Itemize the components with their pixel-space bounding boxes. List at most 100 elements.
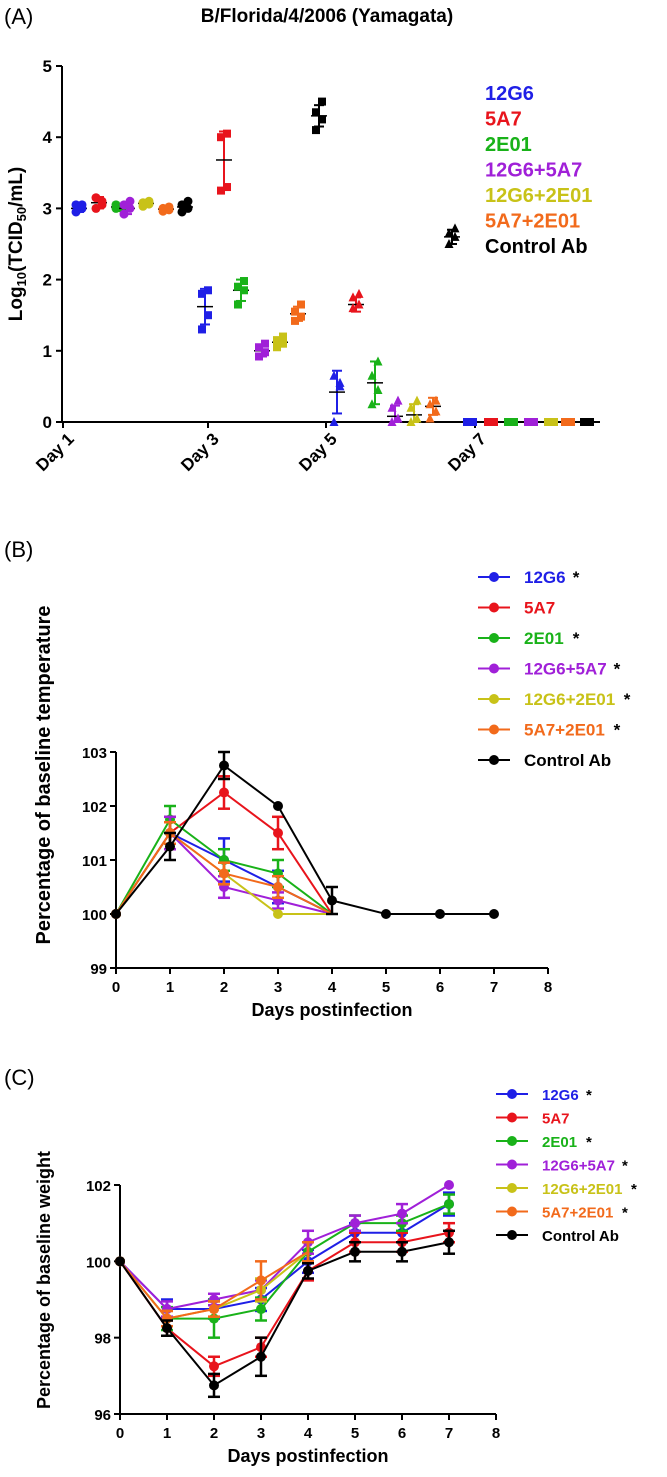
panel-b-legend-label: 12G6+5A7 [524, 660, 607, 679]
panel-a-point [97, 200, 107, 210]
panel-c-legend-significance-mark: * [622, 1158, 628, 1175]
panel-a-y-tick-label: 1 [43, 342, 52, 361]
panel-c-legend-label: 5A7+2E01 [542, 1205, 613, 1222]
panel-c-legend-item-control-ab: Control Ab [496, 1228, 619, 1245]
panel-a-group-control-ab-day-7 [579, 418, 595, 426]
panel-a-legend-12g6: 12G6 [485, 83, 534, 105]
panel-c-line-5a7 [119, 1231, 450, 1368]
panel-b-point-control-ab [327, 895, 337, 906]
panel-b-series-12g6 [111, 815, 333, 919]
panel-c-x-tick-label: 1 [163, 1425, 171, 1442]
panel-a-group-12g6-plus-2e01-day-7 [543, 418, 559, 426]
panel-a-group-12g6-plus-5a7-day-3 [254, 339, 270, 361]
panel-a-legend-control-ab: Control Ab [485, 236, 588, 258]
panel-a-point [291, 316, 299, 325]
panel-b-legend-item-12g6-plus-5a7: 12G6+5A7 * [478, 660, 621, 679]
panel-a-point [318, 115, 326, 124]
panel-a-point [444, 239, 454, 248]
panel-c-point-control-ab [303, 1265, 313, 1276]
panel-a-point [450, 231, 460, 241]
panel-a-point [450, 223, 460, 233]
panel-b-y-tick-label: 101 [82, 853, 107, 870]
panel-a-group-5a7-plus-2e01-day-1 [158, 202, 174, 216]
panel-c-legend-significance-mark: * [622, 1205, 628, 1222]
panel-a-group-12g6-day-5 [329, 369, 345, 426]
panel-b-legend-marker [489, 602, 499, 613]
panel-c-point-control-ab [397, 1246, 407, 1257]
panel-c-y-tick-label: 96 [94, 1407, 111, 1424]
panel-a-point [373, 384, 383, 394]
panel-c-series-control-ab [115, 1229, 455, 1399]
panel-a-point [261, 339, 269, 348]
panel-a-legend-12g6-plus-5a7: 12G6+5A7 [485, 160, 582, 182]
panel-b-legend-marker [489, 694, 499, 704]
panel-a-group-5a7-day-5 [348, 288, 364, 313]
panel-a-point [240, 277, 248, 286]
panel-a-group-12g6-plus-2e01-day-1 [138, 196, 154, 211]
panel-a-point [524, 418, 532, 426]
panel-c-legend-item-5a7: 5A7 [496, 1111, 570, 1128]
panel-a-point [255, 352, 263, 361]
panel-b-series-5a7-plus-2e01 [111, 820, 333, 919]
panel-c-x-label: Days postinfection [227, 1446, 388, 1466]
panel-b-legend-item-control-ab: Control Ab [478, 751, 611, 770]
panel-c-chart: 96 98 100 102 0 1 2 3 4 5 6 7 8 Days postinfection Per… [34, 1087, 637, 1466]
panel-a-point [550, 418, 558, 426]
panel-a-group-2e01-day-5 [367, 356, 383, 409]
panel-b-legend-label: 5A7 [524, 599, 555, 618]
panel-b-point-control-ab [219, 760, 229, 771]
panel-a-point [387, 402, 397, 412]
panel-c-legend-label: 2E01 [542, 1134, 577, 1151]
panel-a-point [312, 126, 320, 135]
panel-a-point [204, 286, 212, 295]
panel-b-point-control-ab [111, 909, 121, 919]
panel-b-legend-label: 12G6+2E01 [524, 690, 615, 709]
panel-a-y-tick-label: 2 [43, 271, 52, 290]
panel-c-point-control-ab [256, 1351, 266, 1362]
panel-a-point [77, 200, 87, 210]
panel-b-series-control-ab [111, 750, 499, 919]
panel-c-legend-marker [507, 1136, 517, 1146]
panel-b-point-12g6-plus-2e01 [273, 909, 283, 919]
panel-b-x-tick-label: 1 [166, 979, 174, 996]
panel-c-legend-label: 12G6 [542, 1087, 579, 1104]
panel-a-title: B/Florida/4/2006 (Yamagata) [201, 6, 453, 27]
panel-b-legend-significance-mark: * [614, 721, 621, 740]
panel-c-legend-marker [507, 1230, 517, 1240]
panel-b-point-control-ab [165, 841, 175, 852]
panel-b-y-tick-label: 102 [82, 799, 107, 816]
panel-c-legend-marker [507, 1112, 517, 1123]
panel-b-point-5a7-plus-2e01 [273, 882, 283, 892]
panel-b-legend-item-12g6: 12G6 * [478, 568, 580, 587]
panel-b-legend-label: Control Ab [524, 751, 611, 770]
panel-c-point-12g6-plus-5a7 [444, 1180, 454, 1190]
panel-c-legend-marker [507, 1159, 517, 1170]
panel-a-point [329, 417, 339, 426]
panel-a-point [240, 286, 248, 295]
panel-c-x-tick-label: 4 [304, 1425, 313, 1442]
panel-a-point [223, 129, 231, 138]
panel-a-group-12g6-plus-2e01-day-3 [272, 332, 288, 352]
panel-a-x-tick-label: Day 3 [177, 429, 223, 475]
panel-b-point-control-ab [273, 801, 283, 811]
panel-b-line-control-ab [115, 764, 494, 915]
panel-a-point [348, 292, 358, 302]
panel-a-y-tick-label: 4 [43, 128, 53, 147]
panel-a-group-control-ab-day-1 [177, 196, 193, 217]
panel-a-group-2e01-day-3 [233, 277, 249, 309]
panel-b-point-control-ab [435, 909, 445, 919]
panel-b-legend-item-5a7-plus-2e01: 5A7+2E01 * [478, 721, 621, 740]
panel-c-legend-significance-mark: * [586, 1134, 592, 1151]
panel-a-point [469, 418, 477, 426]
panel-a-point [312, 108, 320, 117]
panel-a-point [387, 417, 397, 426]
panel-b-x-tick-label: 5 [382, 979, 390, 996]
panel-b-series-12g6-plus-5a7 [111, 815, 333, 919]
panel-a-group-12g6-plus-5a7-day-1 [119, 196, 135, 219]
panel-a-point [406, 417, 416, 426]
panel-a-group-12g6-plus-2e01-day-5 [406, 395, 422, 426]
panel-a-group-12g6-plus-5a7-day-7 [523, 418, 539, 426]
panel-b-x-tick-label: 4 [328, 979, 337, 996]
panel-b-legend-item-2e01: 2E01 * [478, 629, 580, 648]
panel-a-point [510, 418, 518, 426]
